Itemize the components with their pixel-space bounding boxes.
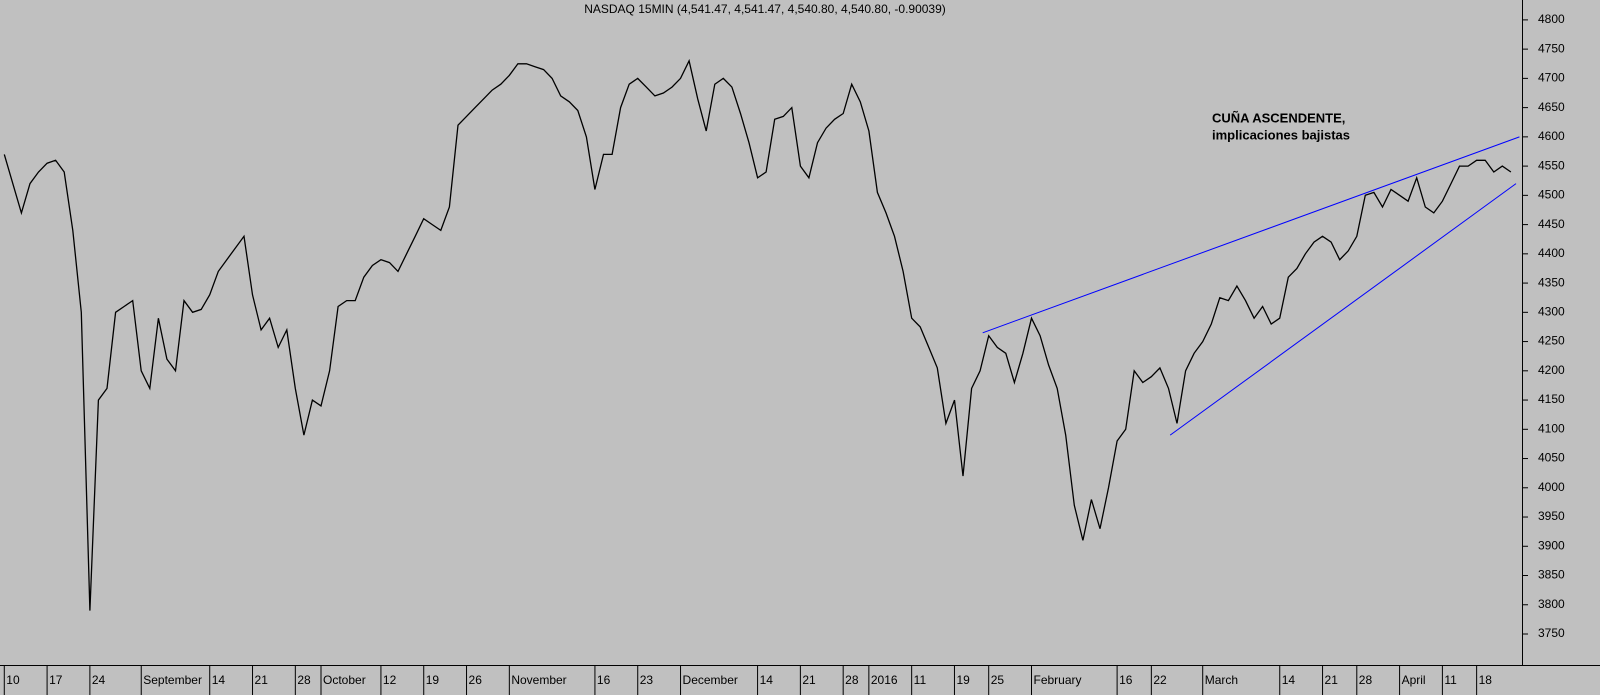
x-tick-label: 14 [760,673,774,687]
trend-line [982,136,1520,334]
x-tick-label: 23 [640,673,654,687]
y-tick-label: 4350 [1538,275,1565,289]
x-tick-label: 21 [255,673,269,687]
y-tick-label: 4150 [1538,392,1565,406]
x-tick-label: November [511,673,566,687]
x-tick-label: 17 [49,673,63,687]
y-tick-label: 3950 [1538,509,1565,523]
y-tick-label: 4250 [1538,334,1565,348]
x-tick-label: 18 [1479,673,1493,687]
x-tick-label: 19 [426,673,440,687]
trend-line [1169,183,1517,436]
x-tick-label: February [1034,673,1082,687]
x-tick-label: 19 [956,673,970,687]
x-tick-label: 28 [297,673,311,687]
x-tick-label: 14 [212,673,226,687]
x-tick-label: 28 [845,673,859,687]
y-tick-label: 4550 [1538,158,1565,172]
annotation: implicaciones bajistas [1212,127,1350,142]
x-tick-label: 21 [802,673,816,687]
y-tick-label: 4500 [1538,188,1565,202]
price-line [3,58,1512,611]
x-tick-label: 28 [1359,673,1373,687]
x-tick-label: 22 [1153,673,1167,687]
y-tick-label: 4050 [1538,451,1565,465]
x-tick-label: 21 [1325,673,1339,687]
y-tick-label: 4000 [1538,480,1565,494]
x-tick-label: 16 [1119,673,1133,687]
x-tick-label: April [1402,673,1426,687]
y-tick-label: 4650 [1538,100,1565,114]
y-tick-label: 4200 [1538,363,1565,377]
y-tick-label: 3800 [1538,597,1565,611]
x-tick-label: September [143,673,202,687]
x-tick-label: October [323,673,366,687]
y-tick-label: 4300 [1538,304,1565,318]
chart-title: NASDAQ 15MIN (4,541.47, 4,541.47, 4,540.… [584,2,946,16]
y-tick-label: 3850 [1538,568,1565,582]
y-tick-label: 4800 [1538,12,1565,26]
annotation: CUÑA ASCENDENTE, [1212,110,1345,125]
x-tick-label: 11 [1444,673,1457,687]
y-tick-label: 4750 [1538,41,1565,55]
x-tick-label: 12 [383,673,397,687]
x-tick-label: 24 [92,673,106,687]
y-tick-label: 4700 [1538,71,1565,85]
x-tick-label: 11 [914,673,927,687]
x-tick-label: December [683,673,738,687]
y-tick-label: 3750 [1538,626,1565,640]
y-tick-label: 4400 [1538,246,1565,260]
x-tick-label: 2016 [871,673,898,687]
x-tick-label: 10 [6,673,20,687]
y-tick-label: 4600 [1538,129,1565,143]
x-tick-label: 16 [597,673,611,687]
x-tick-label: 26 [469,673,483,687]
x-tick-label: March [1205,673,1238,687]
x-tick-label: 25 [991,673,1005,687]
y-tick-label: 4100 [1538,421,1565,435]
x-tick-label: 14 [1282,673,1296,687]
y-tick-label: 3900 [1538,538,1565,552]
y-tick-label: 4450 [1538,217,1565,231]
